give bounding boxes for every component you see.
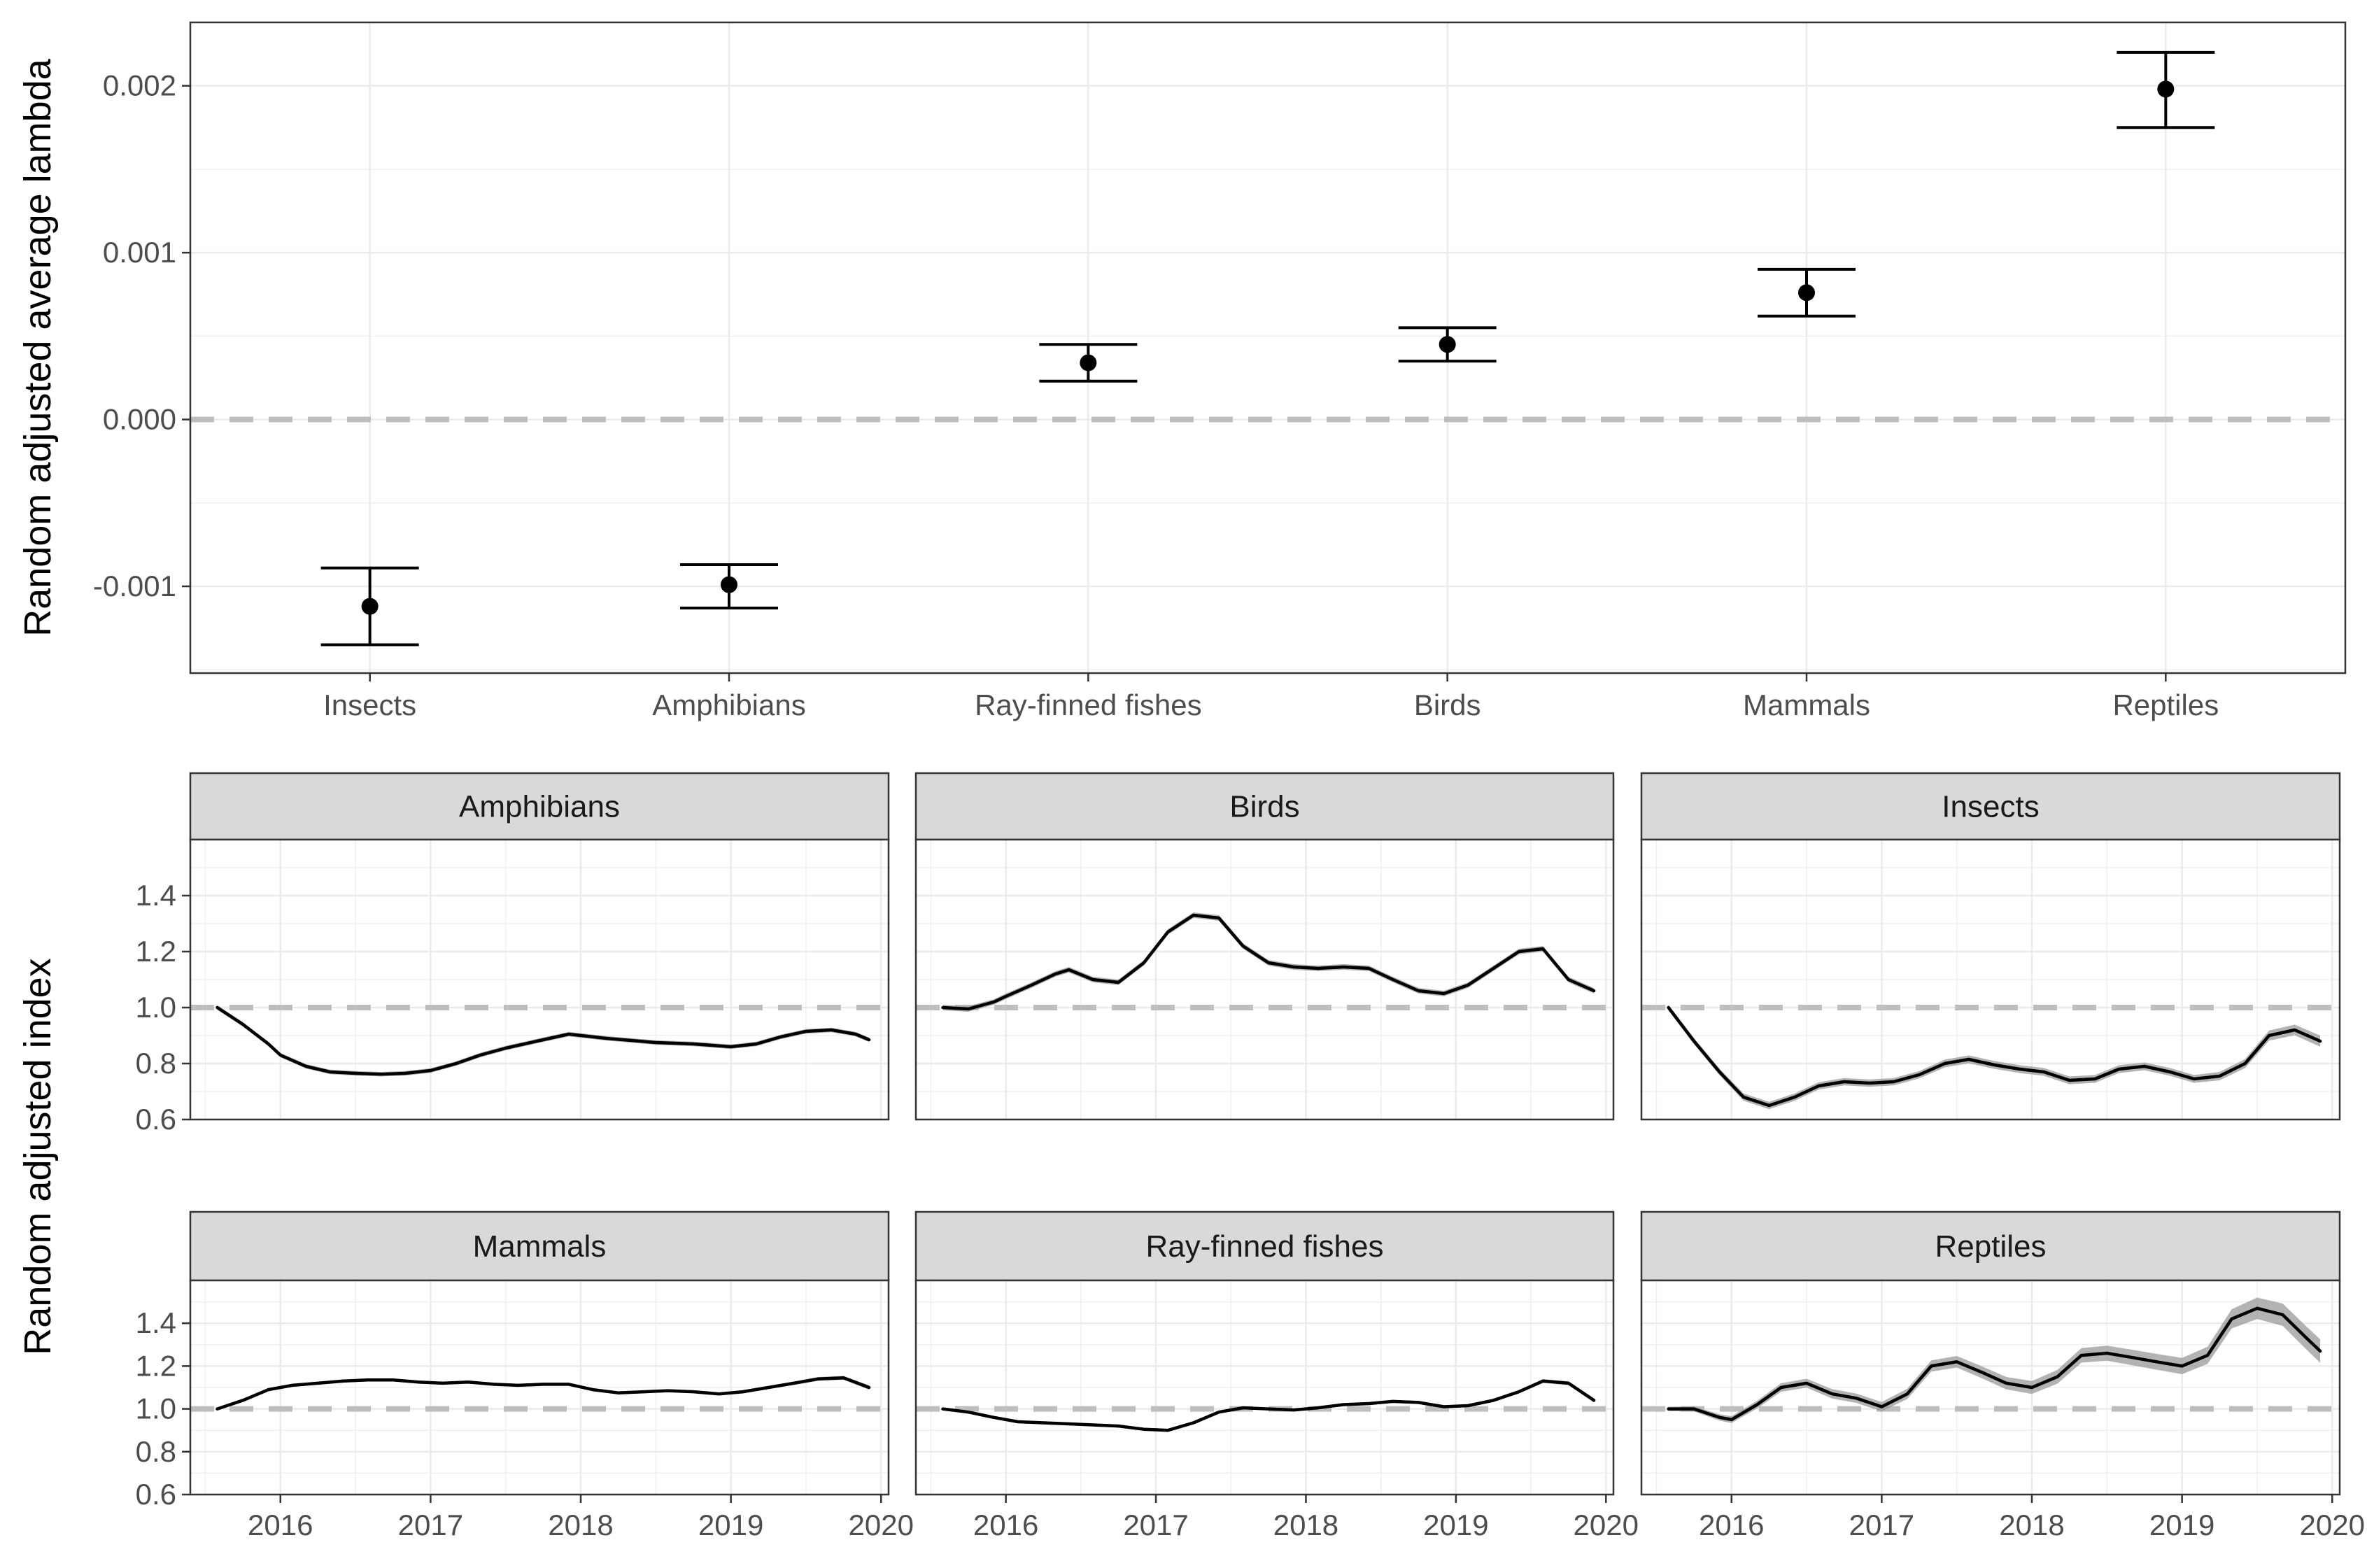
- facet-y-tick-label: 1.0: [136, 1392, 176, 1425]
- facet-line-birds: [941, 913, 1596, 1011]
- facet-x-tick-label: 2020: [2300, 1509, 2365, 1541]
- facet-birds: Birds: [914, 772, 1615, 1121]
- lambda-x-tick-label-amphibians: Amphibians: [652, 688, 805, 721]
- lambda-plot-background: [190, 22, 2345, 673]
- facet-line-insects: [1667, 1005, 2322, 1108]
- index-y-axis-title: Random adjusted index: [17, 958, 59, 1355]
- errorbar-amphibians: [680, 563, 778, 609]
- facet-y-tick-label: 0.6: [136, 1478, 176, 1511]
- point-ray-finned-fishes: [1080, 354, 1097, 372]
- facet-strip-ray-finned-fishes: [914, 1210, 1615, 1282]
- facet-reptiles: Reptiles 2016 2017 2018 2019 2020: [1640, 1210, 2365, 1541]
- facet-x-tick-label: 2016: [1699, 1509, 1764, 1541]
- facet-insects: Insects: [1640, 772, 2341, 1121]
- facet-strip-birds: [914, 772, 1615, 841]
- facet-strip-insects: [1640, 772, 2341, 841]
- lambda-y-tick-label: 0.000: [103, 403, 176, 436]
- lambda-x-tick-label-birds: Birds: [1414, 688, 1481, 721]
- facet-y-tick-label: 1.4: [136, 1306, 176, 1339]
- errorbar-ray-finned-fishes: [1039, 343, 1138, 383]
- index-facet-panels: Amphibians 0.6 0.8 1.0 1.2 1.4 Birds Insects Mam…: [136, 772, 2365, 1541]
- lambda-x-tick-label-insects: Insects: [323, 688, 416, 721]
- facet-strip-mammals: [189, 1210, 890, 1282]
- facet-x-tick-label: 2018: [548, 1509, 613, 1541]
- facet-x-tick-label: 2017: [398, 1509, 463, 1541]
- facet-line-ray-finned-fishes: [941, 1379, 1596, 1432]
- facet-strip-label-insects: Insects: [1942, 790, 2039, 824]
- facet-y-tick-label: 1.2: [136, 1349, 176, 1382]
- facet-y-tick-label: 1.2: [136, 935, 176, 968]
- facet-x-tick-label: 2016: [973, 1509, 1038, 1541]
- facet-y-tick-label: 0.8: [136, 1047, 176, 1080]
- lambda-y-axis-title: Random adjusted average lambda: [17, 58, 59, 636]
- lambda-x-tick-label-mammals: Mammals: [1743, 688, 1870, 721]
- facet-y-tick-label: 1.0: [136, 991, 176, 1024]
- errorbar-reptiles: [2117, 50, 2215, 129]
- errorbar-insects: [320, 566, 419, 647]
- facet-border-reptiles: [1640, 1279, 2341, 1496]
- lambda-x-tick-label-ray-finned-fishes: Ray-finned fishes: [975, 688, 1202, 721]
- facet-strip-label-mammals: Mammals: [473, 1229, 607, 1264]
- facet-strip-label-ray-finned-fishes: Ray-finned fishes: [1146, 1229, 1384, 1264]
- facet-x-tick-label: 2020: [1574, 1509, 1639, 1541]
- point-reptiles: [2157, 80, 2175, 98]
- facet-strip-amphibians: [189, 772, 890, 841]
- point-mammals: [1798, 284, 1815, 302]
- facet-strip-label-reptiles: Reptiles: [1935, 1229, 2047, 1264]
- facet-x-tick-label: 2018: [1999, 1509, 2064, 1541]
- lambda-marks: [320, 50, 2215, 647]
- lambda-y-tick-label: 0.001: [103, 236, 176, 269]
- facet-y-tick-label: 1.4: [136, 879, 176, 912]
- facet-border-ray-finned-fishes: [914, 1279, 1615, 1496]
- facet-ray-finned-fishes: Ray-finned fishes 2016 2017 2018 2019 2020: [914, 1210, 1639, 1541]
- errorbar-birds: [1398, 326, 1497, 363]
- point-birds: [1439, 336, 1456, 353]
- lambda-plot-border: [189, 21, 2347, 674]
- facet-y-tick-label: 0.6: [136, 1103, 176, 1136]
- point-insects: [361, 598, 379, 615]
- facet-x-tick-label: 2019: [1423, 1509, 1488, 1541]
- facet-x-tick-label: 2019: [698, 1509, 763, 1541]
- facet-line-mammals: [215, 1376, 871, 1411]
- facet-y-tick-label: 0.8: [136, 1435, 176, 1468]
- facet-mammals: Mammals 0.6 0.8 1.0 1.2 1.4 2016 2017 2018 2019 20…: [136, 1210, 914, 1541]
- facet-x-tick-label: 2020: [849, 1509, 914, 1541]
- facet-border-amphibians: [189, 838, 890, 1121]
- lambda-y-tick-label: -0.001: [93, 570, 176, 602]
- point-amphibians: [721, 576, 737, 593]
- facet-ribbon-reptiles: [1668, 1297, 2321, 1423]
- facet-amphibians: Amphibians 0.6 0.8 1.0 1.2 1.4: [136, 772, 890, 1136]
- lambda-x-axis: Insects Amphibians Ray-finned fishes Birds M…: [323, 673, 2219, 721]
- facet-x-tick-label: 2017: [1849, 1509, 1914, 1541]
- facet-x-tick-label: 2019: [2149, 1509, 2214, 1541]
- errorbar-mammals: [1758, 267, 1856, 318]
- facet-line-reptiles: [1667, 1306, 2322, 1422]
- facet-line-amphibians: [215, 1005, 871, 1076]
- facet-x-tick-label: 2017: [1123, 1509, 1188, 1541]
- lambda-y-tick-label: 0.002: [103, 69, 176, 102]
- facet-strip-label-birds: Birds: [1229, 790, 1299, 824]
- facet-x-tick-label: 2016: [248, 1509, 313, 1541]
- lambda-x-tick-label-reptiles: Reptiles: [2112, 688, 2219, 721]
- lambda-panel: -0.001 0.000 0.001 0.002 Insects Amphibians R…: [17, 21, 2347, 721]
- facet-strip-label-amphibians: Amphibians: [459, 790, 620, 824]
- facet-strip-reptiles: [1640, 1210, 2341, 1282]
- facet-border-birds: [914, 838, 1615, 1121]
- facet-border-insects: [1640, 838, 2341, 1121]
- lambda-y-axis: -0.001 0.000 0.001 0.002: [93, 69, 190, 602]
- facet-x-tick-label: 2018: [1273, 1509, 1338, 1541]
- facet-border-mammals: [189, 1279, 890, 1496]
